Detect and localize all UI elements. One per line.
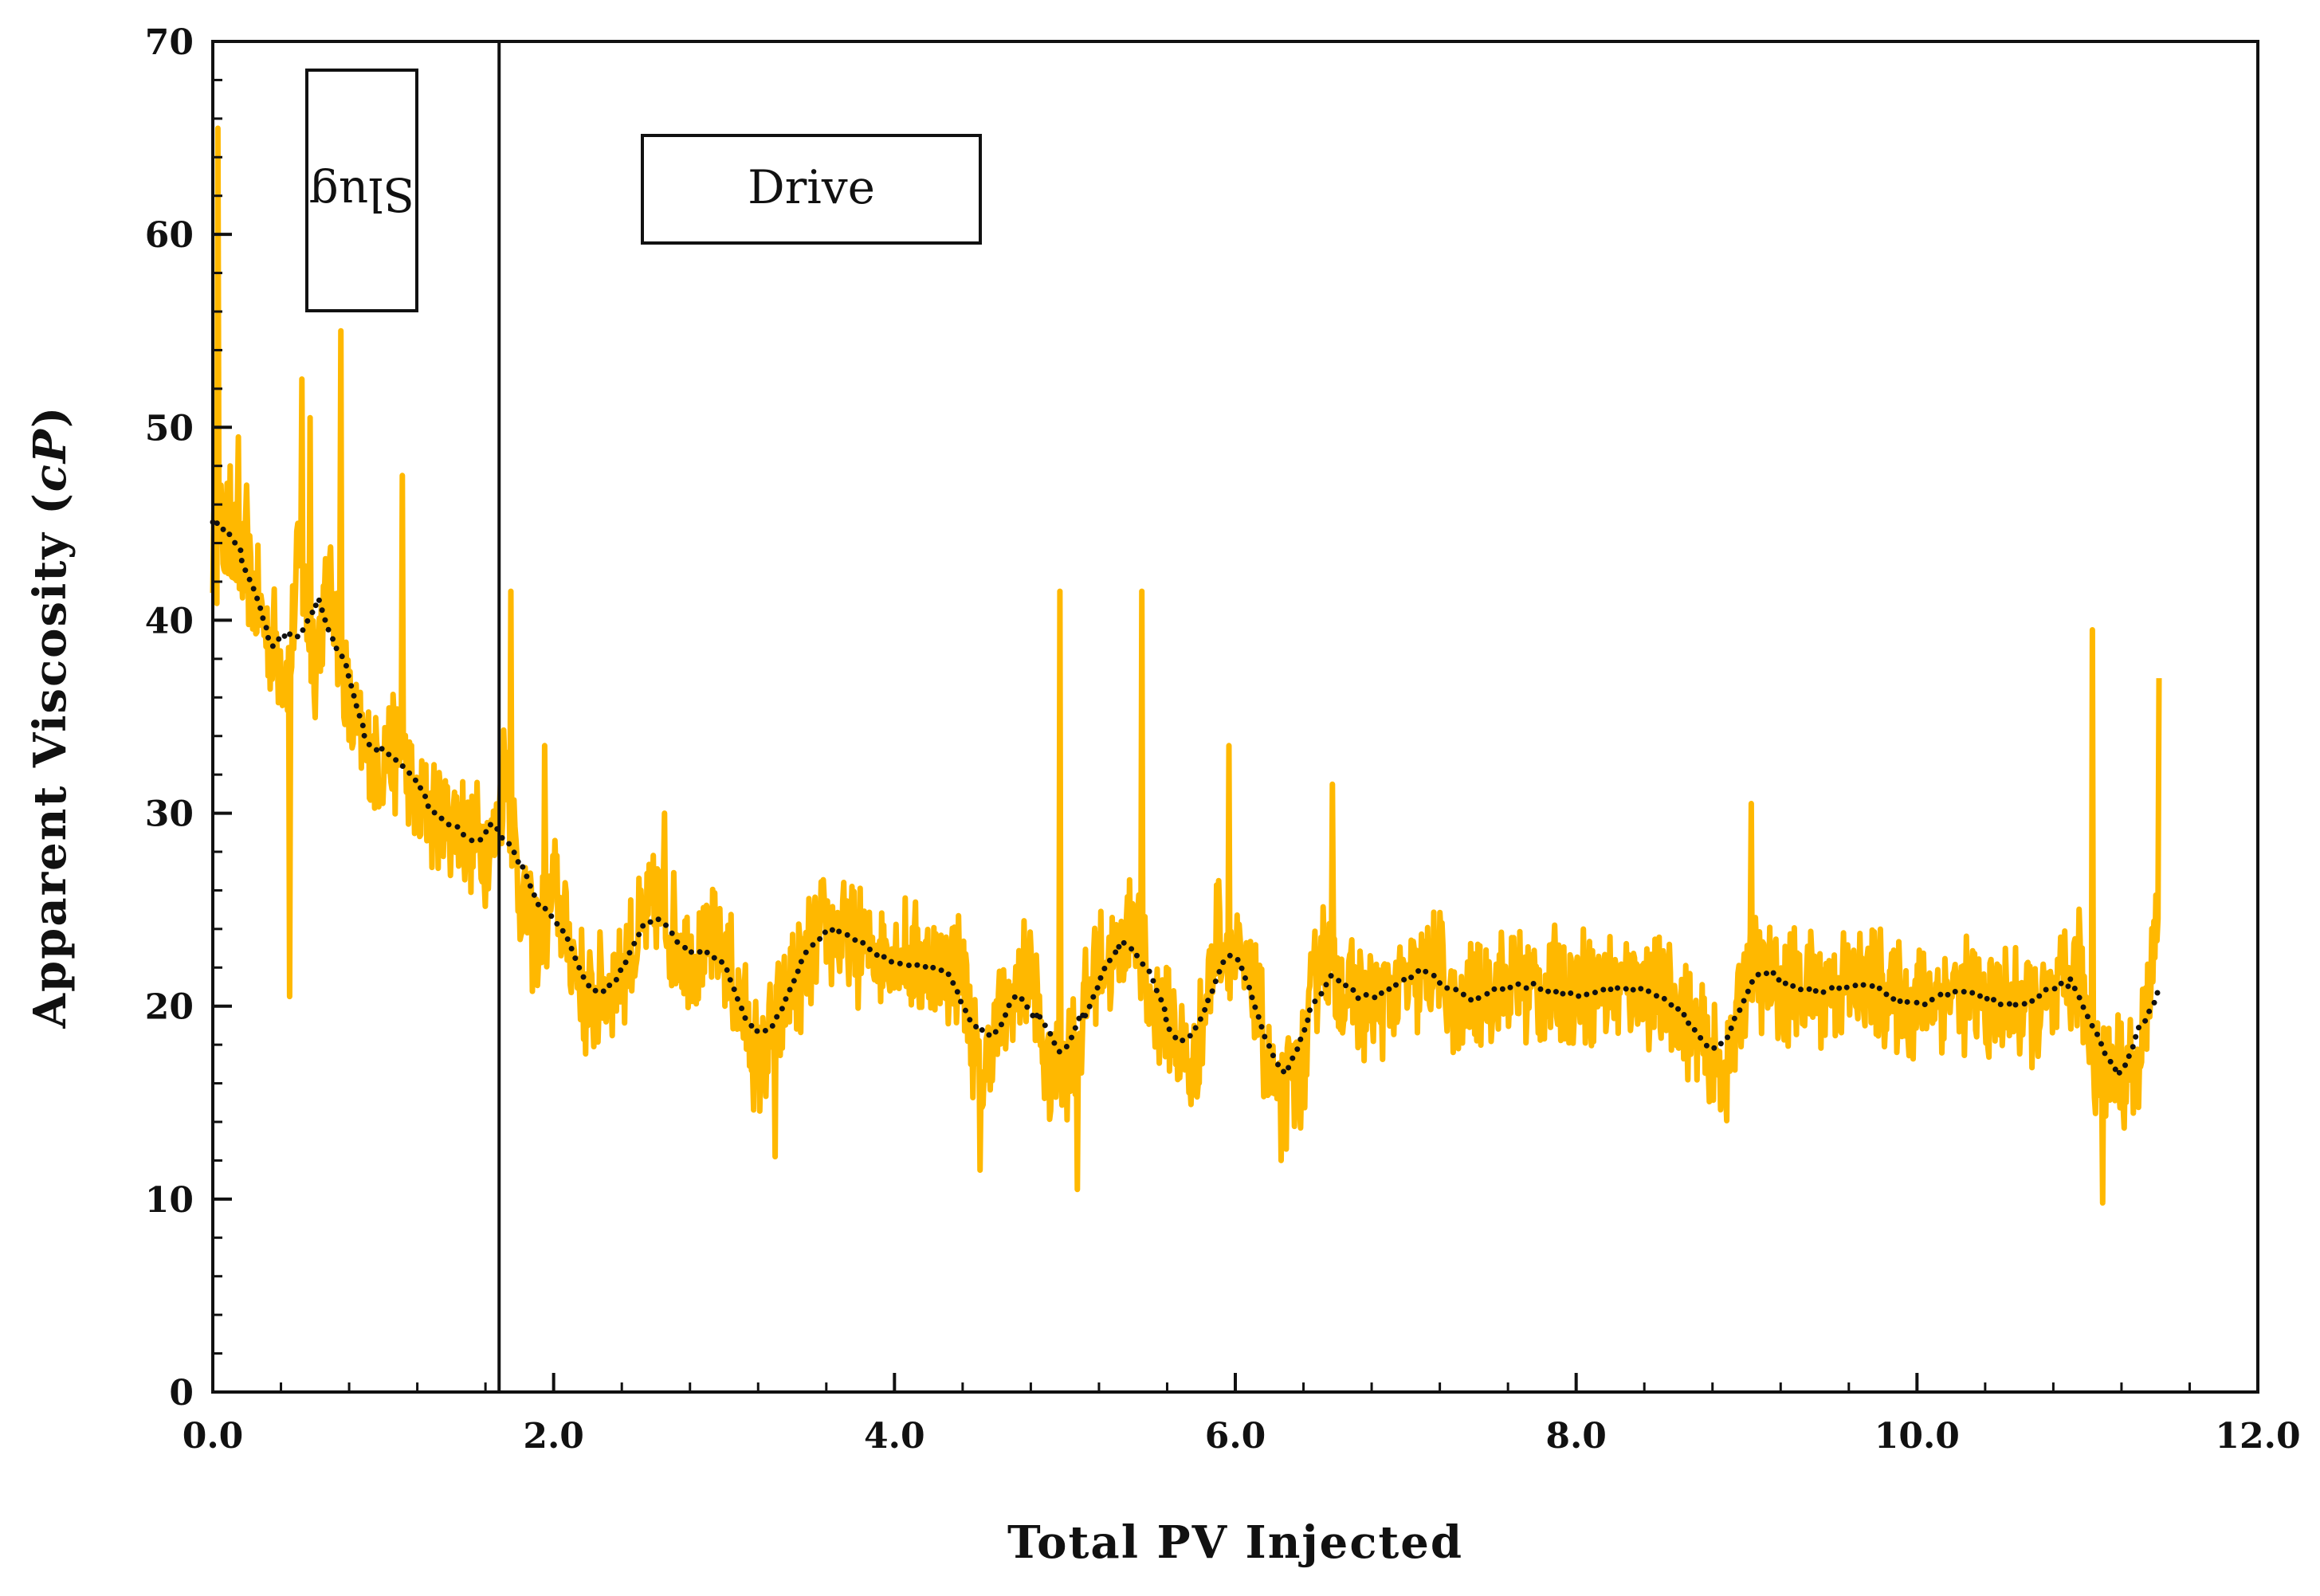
x-tick-label: 4.0 [864,1416,925,1457]
x-tick-label: 2.0 [523,1416,584,1457]
y-tick-label: 40 [145,601,194,641]
y-tick-label: 0 [169,1373,194,1414]
y-tick-label: 60 [145,215,194,256]
x-tick-label: 12.0 [2215,1416,2300,1457]
y-tick-label: 70 [145,22,194,63]
x-tick-label: 10.0 [1874,1416,1960,1457]
tick-layer: 0.0 2.0 4.0 6.0 8.0 10.0 12.0 0 10 20 30 40 50 60 70 [145,22,2301,1457]
x-axis-title: Total PV Injected [1007,1516,1463,1569]
y-axis-title: Apparent Viscosity (cP) [24,406,77,1029]
slug-label: Slug [309,167,415,222]
y-tick-label: 20 [145,987,194,1028]
y-axis-title-unit: cP [24,428,77,492]
drive-annotation: Drive [641,134,982,245]
x-tick-label: 0.0 [183,1416,244,1457]
slug-annotation: Slug [305,69,418,312]
x-tick-label: 8.0 [1545,1416,1607,1457]
y-axis-title-close: ) [24,406,77,429]
y-tick-label: 50 [145,408,194,449]
drive-box [641,134,982,245]
drive-label: Drive [748,160,875,214]
series-layer [210,125,2162,1206]
slug-box [305,69,418,312]
x-tick-label: 6.0 [1205,1416,1266,1457]
y-tick-label: 30 [145,794,194,835]
y-tick-label: 10 [145,1180,194,1221]
raw-viscosity-line [210,125,2162,1206]
y-axis-title-main: Apparent Viscosity ( [24,492,77,1029]
